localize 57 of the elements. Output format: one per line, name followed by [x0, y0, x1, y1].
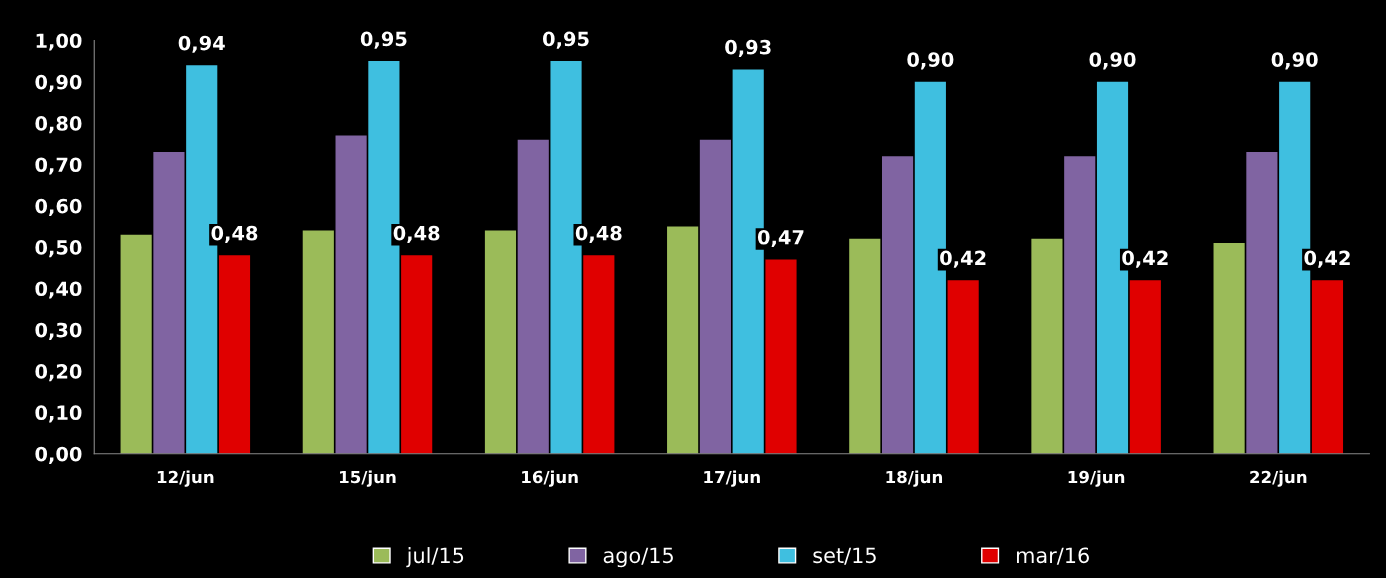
bar	[484, 230, 517, 454]
bar	[218, 255, 251, 454]
data-label: 0,48	[211, 225, 258, 243]
y-tick-label: 0,10	[35, 405, 82, 423]
data-label: 0,90	[1271, 52, 1318, 70]
x-tick-label: 15/jun	[340, 470, 396, 487]
bar	[765, 259, 797, 454]
x-tick-label: 22/jun	[1250, 470, 1307, 487]
y-tick-label: 0,40	[35, 281, 82, 299]
y-tick-label: 0,70	[35, 157, 82, 175]
legend-label: mar/16	[1017, 547, 1089, 565]
bar	[699, 139, 731, 454]
bar	[1311, 280, 1344, 454]
legend-label: set/15	[813, 547, 876, 565]
bar	[401, 255, 433, 454]
y-tick-label: 0,50	[35, 240, 82, 258]
bar	[1213, 242, 1245, 454]
x-tick-label: 17/jun	[704, 470, 760, 487]
data-label: 0,47	[757, 229, 804, 248]
x-tick-label: 19/jun	[1068, 470, 1125, 487]
bar	[120, 234, 152, 454]
bar	[882, 156, 914, 454]
bar	[1064, 156, 1096, 454]
y-tick-label: 0,80	[35, 116, 82, 134]
y-tick-label: 0,90	[35, 74, 82, 92]
data-label: 0,90	[1089, 52, 1136, 70]
x-tick-label: 18/jun	[886, 470, 943, 487]
data-label: 0,48	[393, 225, 440, 243]
bar	[1246, 152, 1278, 454]
legend-label: jul/15	[406, 547, 464, 568]
y-tick-label: 0,00	[35, 446, 82, 464]
bar	[667, 226, 699, 454]
y-tick-label: 0,60	[35, 198, 82, 216]
data-label: 0,93	[725, 39, 771, 57]
bar	[849, 238, 881, 454]
bar	[947, 280, 979, 454]
bar	[1129, 280, 1161, 454]
x-tick-label: 16/jun	[522, 470, 578, 487]
x-tick-label: 12/jun	[157, 470, 214, 487]
bar	[302, 230, 334, 454]
bar	[153, 152, 185, 454]
data-label: 0,90	[907, 52, 954, 70]
bar	[335, 135, 367, 454]
data-label: 0,95	[542, 31, 589, 49]
data-label: 0,42	[1304, 250, 1350, 268]
y-tick-label: 1,00	[36, 33, 82, 51]
y-tick-label: 0,30	[35, 322, 82, 340]
bar	[517, 139, 549, 454]
data-label: 0,95	[360, 31, 407, 49]
bar	[1031, 238, 1063, 454]
data-label: 0,94	[178, 35, 225, 53]
y-tick-label: 0,20	[35, 364, 82, 382]
data-label: 0,42	[940, 250, 986, 268]
bar	[583, 255, 615, 454]
data-label: 0,48	[575, 225, 622, 243]
legend-label: ago/15	[603, 547, 673, 568]
data-label: 0,42	[1122, 250, 1168, 268]
